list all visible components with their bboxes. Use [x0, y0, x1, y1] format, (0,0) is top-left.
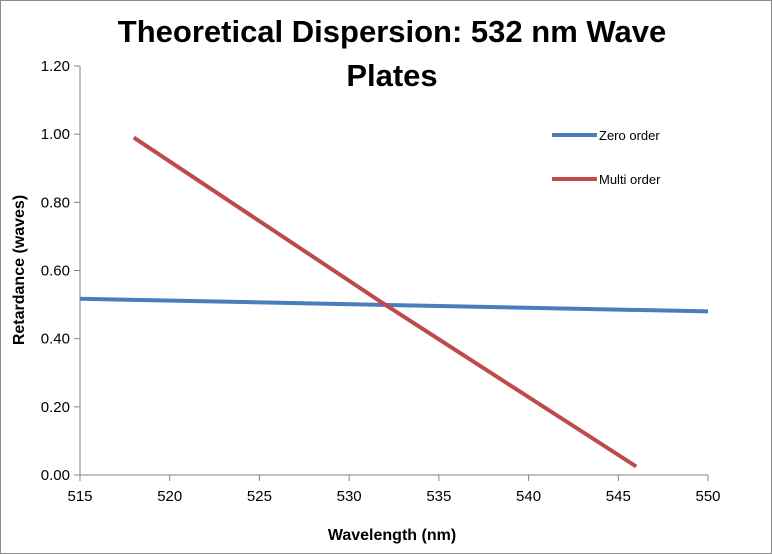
chart-title-line-2: Plates: [346, 58, 437, 93]
legend-label: Zero order: [599, 128, 660, 143]
x-tick-label: 550: [695, 488, 720, 505]
legend: Zero order Multi order: [552, 128, 661, 187]
x-tick-label: 535: [426, 488, 451, 505]
x-axis-label: Wavelength (nm): [328, 527, 456, 544]
series-layer: [79, 135, 709, 469]
y-tick-label: 0.20: [41, 399, 70, 416]
y-tick-label: 1.20: [41, 58, 70, 75]
y-tick-label: 0.40: [41, 331, 70, 348]
y-tick-label: 1.00: [41, 126, 70, 143]
x-tick-label: 515: [67, 488, 92, 505]
y-tick-label: 0.00: [41, 467, 70, 484]
x-tick-label: 530: [337, 488, 362, 505]
x-tick-label: 545: [606, 488, 631, 505]
x-tick-label: 520: [157, 488, 182, 505]
x-tick-label: 525: [247, 488, 272, 505]
x-tick-label: 540: [516, 488, 541, 505]
axes: 0.00 0.20 0.40 0.60 0.80 1.00 1.20 515 520 525 530…: [41, 58, 721, 505]
series-line-zero-order: [79, 296, 709, 314]
series-line-multi-order: [132, 135, 638, 469]
y-axis-label: Retardance (waves): [11, 195, 28, 345]
y-tick-label: 0.60: [41, 263, 70, 280]
chart-title-line-1: Theoretical Dispersion: 532 nm Wave: [118, 14, 666, 49]
y-tick-label: 0.80: [41, 194, 70, 211]
legend-label: Multi order: [599, 172, 661, 187]
